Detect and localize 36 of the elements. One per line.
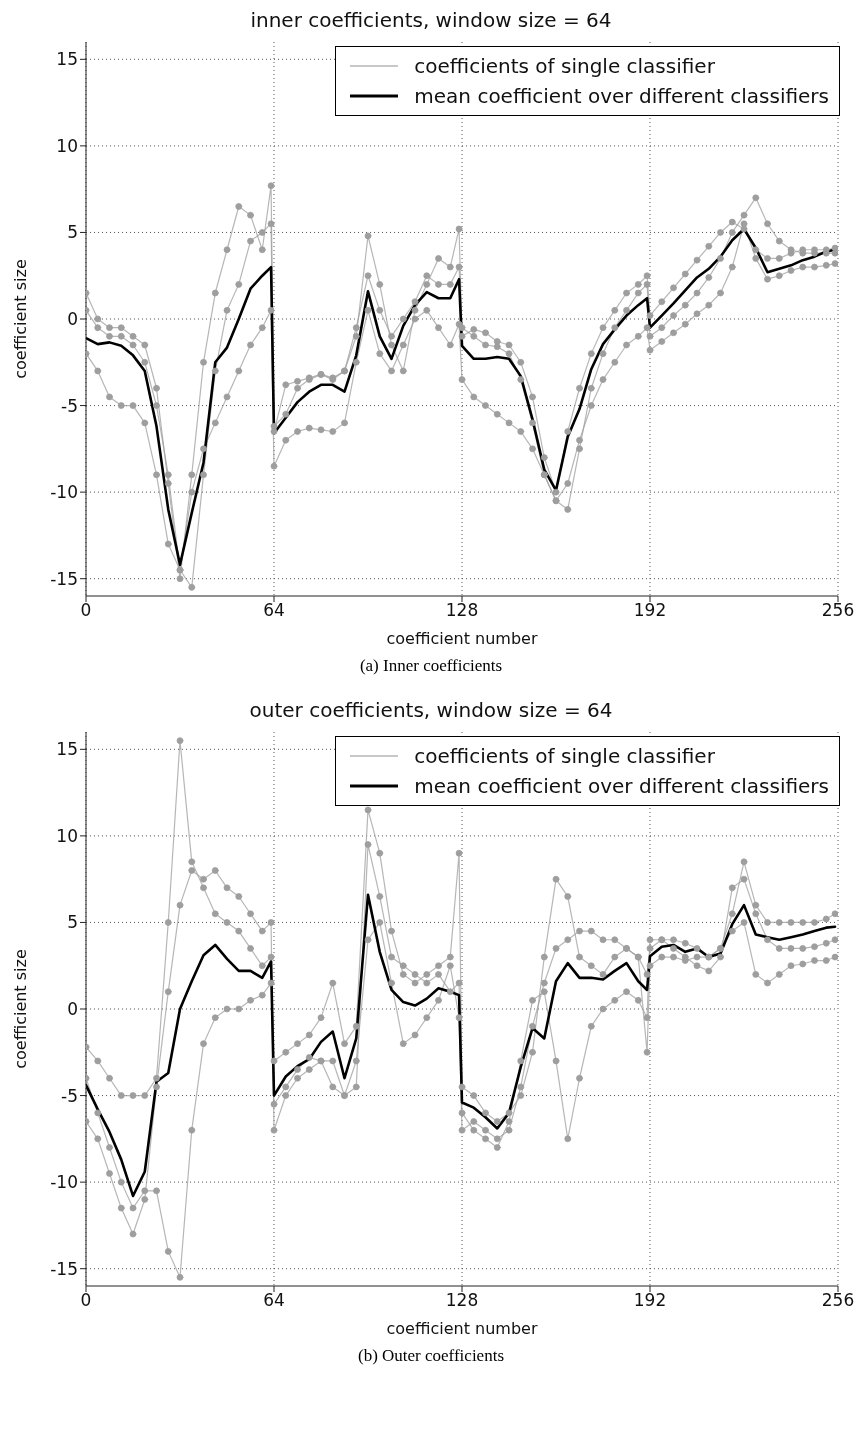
y-tick-label: 10 xyxy=(56,825,78,846)
legend-label: mean coefficient over different classifiers xyxy=(414,84,829,108)
x-axis-title: coefficient number xyxy=(386,1319,538,1338)
y-tick-label: 5 xyxy=(67,222,78,243)
legend-label: coefficients of single classifier xyxy=(414,744,715,768)
y-tick-label: -15 xyxy=(50,1258,78,1279)
chart-title: outer coefficients, window size = 64 xyxy=(248,698,614,724)
x-tick-label: 128 xyxy=(445,1290,479,1311)
y-tick-label: -5 xyxy=(61,1085,78,1106)
y-tick-label: 15 xyxy=(56,739,78,760)
x-tick-label: 0 xyxy=(80,600,92,621)
y-tick-label: -10 xyxy=(50,1172,78,1193)
x-tick-label: 192 xyxy=(633,600,667,621)
y-axis-title: coefficient size xyxy=(10,259,30,379)
x-tick-label: 256 xyxy=(821,600,855,621)
y-tick-label: -15 xyxy=(50,568,78,589)
x-tick-label: 64 xyxy=(263,600,285,621)
text: (a) Inner coefficients xyxy=(358,656,504,676)
y-tick-label: 10 xyxy=(56,135,78,156)
y-tick-label: 0 xyxy=(67,999,78,1020)
x-tick-label: 0 xyxy=(80,1290,92,1311)
y-tick-label: 5 xyxy=(67,912,78,933)
x-tick-label: 192 xyxy=(633,1290,667,1311)
y-tick-label: -5 xyxy=(61,395,78,416)
x-axis-title: coefficient number xyxy=(386,629,538,648)
legend-label: coefficients of single classifier xyxy=(414,54,715,78)
text: (b) Outer coefficients xyxy=(357,1346,505,1366)
y-axis-title: coefficient size xyxy=(10,949,30,1069)
chart-title: inner coefficients, window size = 64 xyxy=(249,8,613,34)
x-tick-label: 128 xyxy=(445,600,479,621)
y-tick-label: 15 xyxy=(56,49,78,70)
x-tick-label: 64 xyxy=(263,1290,285,1311)
legend-label: mean coefficient over different classifiers xyxy=(414,774,829,798)
y-tick-label: -10 xyxy=(50,482,78,503)
y-tick-label: 0 xyxy=(67,309,78,330)
x-tick-label: 256 xyxy=(821,1290,855,1311)
